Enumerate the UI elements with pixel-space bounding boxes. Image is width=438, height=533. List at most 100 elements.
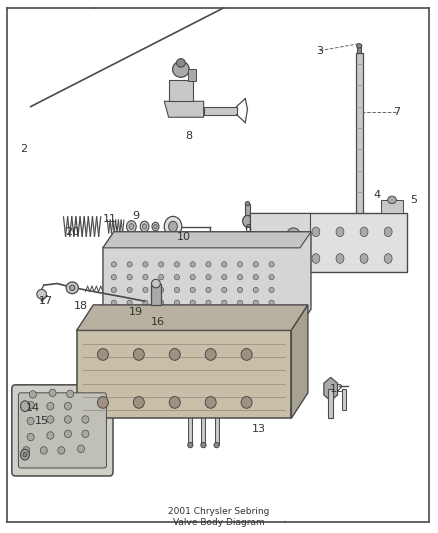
Ellipse shape	[23, 452, 27, 457]
Polygon shape	[204, 107, 237, 115]
Ellipse shape	[40, 447, 47, 454]
Ellipse shape	[27, 401, 34, 409]
Polygon shape	[77, 305, 308, 330]
Polygon shape	[324, 377, 338, 401]
Ellipse shape	[111, 274, 117, 280]
Ellipse shape	[143, 262, 148, 267]
Ellipse shape	[97, 397, 108, 408]
Bar	[245, 204, 250, 215]
Ellipse shape	[269, 313, 274, 318]
Ellipse shape	[214, 442, 219, 448]
Ellipse shape	[190, 287, 195, 293]
Ellipse shape	[143, 300, 148, 305]
Ellipse shape	[143, 274, 148, 280]
Ellipse shape	[133, 397, 144, 408]
Ellipse shape	[152, 279, 160, 288]
Ellipse shape	[159, 274, 164, 280]
Bar	[250, 213, 310, 272]
Text: 10: 10	[177, 232, 191, 242]
Text: 13: 13	[251, 424, 265, 434]
Ellipse shape	[111, 313, 117, 318]
Ellipse shape	[23, 447, 30, 454]
Ellipse shape	[127, 221, 136, 232]
Ellipse shape	[241, 397, 252, 408]
Ellipse shape	[37, 289, 46, 299]
Ellipse shape	[159, 300, 164, 305]
Ellipse shape	[159, 287, 164, 293]
Polygon shape	[250, 213, 407, 272]
Ellipse shape	[222, 287, 227, 293]
Ellipse shape	[164, 216, 182, 237]
Ellipse shape	[357, 44, 362, 48]
Ellipse shape	[287, 228, 300, 241]
Ellipse shape	[190, 262, 195, 267]
Text: 14: 14	[26, 403, 40, 413]
Ellipse shape	[190, 313, 195, 318]
Text: 2001 Chrysler Sebring
Valve Body Diagram: 2001 Chrysler Sebring Valve Body Diagram	[168, 507, 270, 527]
Ellipse shape	[348, 227, 370, 237]
Text: 15: 15	[35, 416, 49, 426]
Ellipse shape	[127, 300, 132, 305]
Bar	[201, 416, 205, 445]
Ellipse shape	[336, 254, 344, 263]
Bar	[188, 416, 192, 445]
Ellipse shape	[237, 313, 243, 318]
Bar	[215, 416, 219, 445]
Ellipse shape	[269, 240, 291, 272]
Text: 3: 3	[316, 46, 323, 55]
Ellipse shape	[174, 262, 180, 267]
Ellipse shape	[190, 300, 195, 305]
Bar	[357, 46, 361, 53]
Text: 6: 6	[244, 224, 251, 234]
Ellipse shape	[129, 224, 134, 229]
Ellipse shape	[169, 349, 180, 360]
Ellipse shape	[27, 417, 34, 425]
Ellipse shape	[253, 313, 258, 318]
Ellipse shape	[222, 313, 227, 318]
Ellipse shape	[205, 349, 216, 360]
Ellipse shape	[47, 402, 54, 410]
Ellipse shape	[127, 287, 132, 293]
Text: 12: 12	[330, 384, 344, 394]
Polygon shape	[169, 80, 193, 101]
Text: 20: 20	[65, 227, 79, 237]
Ellipse shape	[174, 287, 180, 293]
Ellipse shape	[140, 221, 149, 232]
Text: 11: 11	[102, 214, 117, 223]
FancyBboxPatch shape	[12, 385, 113, 476]
Ellipse shape	[49, 389, 56, 397]
Ellipse shape	[143, 287, 148, 293]
Ellipse shape	[151, 290, 160, 298]
Ellipse shape	[82, 416, 89, 423]
Ellipse shape	[388, 196, 396, 204]
Ellipse shape	[206, 313, 211, 318]
Text: 9: 9	[132, 211, 139, 221]
Ellipse shape	[174, 313, 180, 318]
Ellipse shape	[206, 274, 211, 280]
Ellipse shape	[243, 215, 252, 227]
Ellipse shape	[21, 401, 29, 411]
Ellipse shape	[190, 274, 195, 280]
Ellipse shape	[312, 227, 320, 237]
Ellipse shape	[153, 292, 158, 296]
Polygon shape	[164, 101, 204, 117]
Ellipse shape	[47, 432, 54, 439]
Ellipse shape	[29, 391, 36, 398]
Ellipse shape	[70, 285, 75, 290]
Ellipse shape	[241, 349, 252, 360]
Ellipse shape	[142, 224, 147, 229]
Ellipse shape	[177, 59, 185, 67]
Ellipse shape	[269, 274, 274, 280]
Text: 2: 2	[21, 144, 28, 154]
Ellipse shape	[201, 442, 206, 448]
FancyBboxPatch shape	[18, 393, 106, 468]
Text: 8: 8	[185, 131, 192, 141]
Ellipse shape	[174, 274, 180, 280]
Ellipse shape	[253, 300, 258, 305]
Polygon shape	[103, 232, 311, 325]
Ellipse shape	[27, 433, 34, 441]
Ellipse shape	[312, 254, 320, 263]
Ellipse shape	[174, 300, 180, 305]
Ellipse shape	[237, 300, 243, 305]
Ellipse shape	[222, 274, 227, 280]
